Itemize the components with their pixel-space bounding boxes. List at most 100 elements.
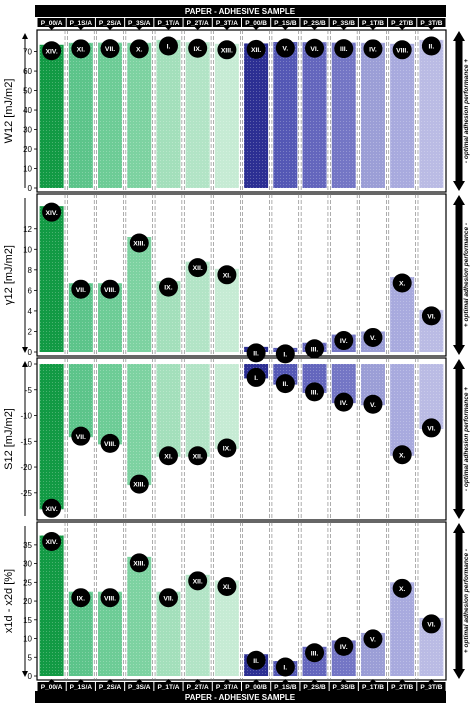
rank-label: XIV. <box>45 48 57 55</box>
rank-badge <box>158 588 178 608</box>
performance-arrow-head <box>453 359 465 369</box>
performance-arrow-label: + optimal adhesion performance - <box>463 549 470 653</box>
y-tick-label: 70 <box>23 48 32 57</box>
sample-tag <box>271 18 300 27</box>
rank-label: IX. <box>77 595 85 602</box>
panel-frame <box>36 357 447 521</box>
y-axis-label: γ12 [mJ/m2] <box>3 245 15 305</box>
rank-badge <box>392 445 412 465</box>
sample-tag-label: P_3T/A <box>216 20 238 27</box>
sample-tag <box>154 682 183 691</box>
y-tick-label: 0 <box>28 184 33 193</box>
rank-label: V. <box>282 46 288 53</box>
rank-label: VIII. <box>396 47 408 54</box>
y-tick-label: 20 <box>23 597 32 606</box>
rank-badge <box>421 614 441 634</box>
sample-tag-pointer <box>77 679 84 682</box>
sample-tag-pointer <box>428 679 435 682</box>
sample-tag-label: P_2T/A <box>187 20 209 27</box>
sample-tag <box>37 18 66 27</box>
y-tick-label: 15 <box>23 616 32 625</box>
rank-badge <box>217 40 237 60</box>
rank-label: VI. <box>310 46 318 53</box>
rank-label: VI. <box>427 313 435 320</box>
bar-texture <box>156 364 181 457</box>
rank-badge <box>363 39 383 59</box>
sample-tag <box>388 18 417 27</box>
rank-label: IV. <box>340 400 348 407</box>
y-tick-label: 12 <box>23 225 32 234</box>
rank-label: I. <box>283 351 287 358</box>
sample-tag-label: P_2S/B <box>303 20 326 27</box>
rank-badge <box>188 258 208 278</box>
y-tick-label: 30 <box>23 126 32 135</box>
y-tick-label: 0 <box>28 348 33 357</box>
bar-texture <box>214 43 239 188</box>
performance-arrow-head <box>453 345 465 355</box>
rank-label: XIII. <box>221 47 233 54</box>
sample-tag <box>125 682 154 691</box>
y-tick-label: 50 <box>23 87 32 96</box>
rank-badge <box>158 446 178 466</box>
y-tick-label: -25 <box>20 489 32 498</box>
rank-label: XI. <box>223 584 231 591</box>
y-tick-label: 10 <box>23 635 32 644</box>
sample-tag-pointer <box>399 679 406 682</box>
sample-tag-label: P_2T/A <box>187 684 209 691</box>
sample-tag-pointer <box>223 679 230 682</box>
bar-texture <box>390 43 415 188</box>
sample-tag-label: P_00/A <box>41 684 63 691</box>
sample-tag-label: P_3S/B <box>333 684 356 691</box>
bar-texture <box>127 236 152 352</box>
y-tick-label: 30 <box>23 560 32 569</box>
sample-tag <box>212 18 241 27</box>
y-tick-label: 0 <box>28 672 33 681</box>
bar-texture <box>214 580 239 676</box>
sample-tag-pointer <box>399 27 406 30</box>
sample-tag-pointer <box>340 679 347 682</box>
y-axis-label: S12 [mJ/m2] <box>3 408 15 470</box>
top-sample-tags: P_00/A P_1S/A P_2S/A P_3S/A P_1T/A P_2T/A P_3T… <box>37 18 446 30</box>
y-tick-label: -15 <box>20 437 32 446</box>
bar-texture <box>302 42 327 188</box>
bar-texture <box>244 43 269 189</box>
sample-tag-pointer <box>136 27 143 30</box>
rank-label: III. <box>311 389 319 396</box>
rank-label: V. <box>370 335 376 342</box>
sample-tag-label: P_3S/A <box>128 20 151 27</box>
bar-texture <box>127 364 152 486</box>
bar-texture <box>68 42 93 189</box>
bar-texture <box>39 364 64 510</box>
bar-texture <box>39 206 64 352</box>
rank-label: XIII. <box>133 560 145 567</box>
y-tick-label: 2 <box>28 327 33 336</box>
y-tick-label: 8 <box>28 266 33 275</box>
rank-badge <box>71 39 91 59</box>
sample-tag-label: P_3S/B <box>333 20 356 27</box>
sample-tag-pointer <box>223 27 230 30</box>
sample-tag <box>154 18 183 27</box>
rank-label: XII. <box>251 47 261 54</box>
rank-label: VI. <box>427 622 435 629</box>
rank-badge <box>392 578 412 598</box>
sample-tag-pointer <box>194 27 201 30</box>
rank-label: VIII. <box>104 441 116 448</box>
performance-arrow-label: - optimal adhesion performance + <box>463 59 470 163</box>
y-tick-label: 25 <box>23 578 32 587</box>
rank-badge <box>188 38 208 58</box>
sample-tag-label: P_1S/B <box>274 684 297 691</box>
sample-tag-label: P_1T/B <box>362 684 384 691</box>
bar-texture <box>98 364 123 445</box>
rank-badge <box>246 650 266 670</box>
sample-tag-label: P_2S/B <box>303 684 326 691</box>
rank-label: II. <box>253 658 259 665</box>
rank-badge <box>42 531 62 551</box>
rank-badge <box>129 553 149 573</box>
rank-label: V. <box>370 637 376 644</box>
rank-label: I. <box>254 375 258 382</box>
bar-texture <box>185 574 210 676</box>
rank-label: VIII. <box>104 595 116 602</box>
rank-label: VII. <box>163 595 173 602</box>
sample-tag-label: P_00/B <box>245 684 267 691</box>
